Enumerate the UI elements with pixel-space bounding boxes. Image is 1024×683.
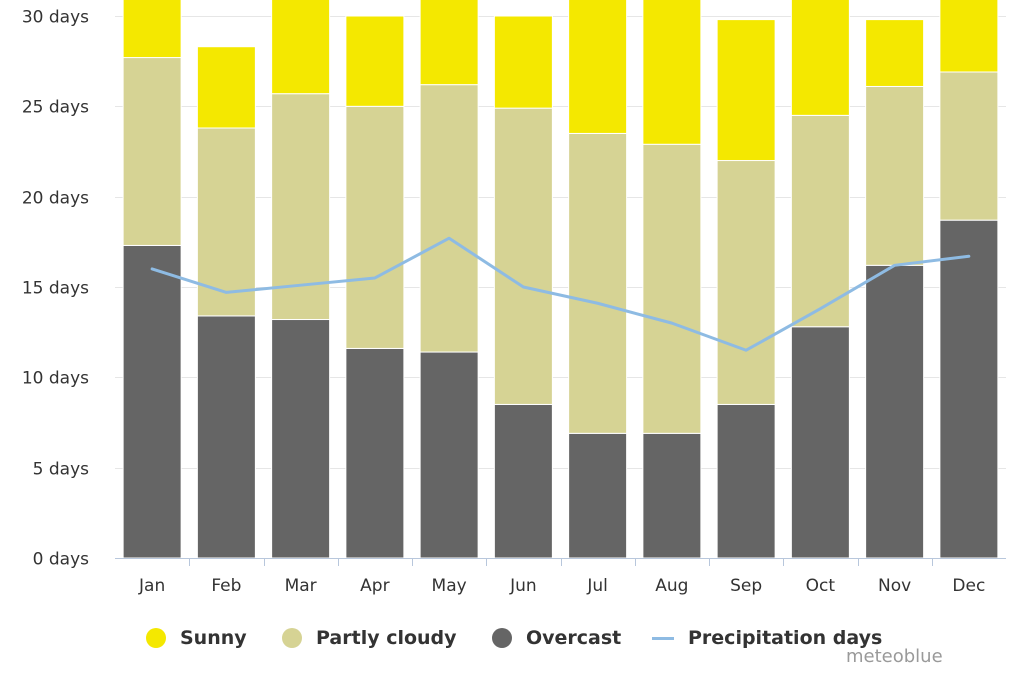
bar-partly-cloudy-jul[interactable]: [568, 132, 628, 434]
bar-overcast-oct[interactable]: [790, 326, 850, 559]
bar-partly-cloudy-nov[interactable]: [865, 85, 925, 266]
x-tick-label: May: [432, 576, 467, 596]
bar-sunny-aug[interactable]: [642, 0, 702, 145]
x-tick-label: Sep: [730, 576, 762, 596]
legend-label-precipitation-days: Precipitation days: [688, 627, 883, 649]
x-tick-label: Oct: [806, 576, 836, 596]
y-tick-label: 0 days: [33, 550, 89, 570]
bar-sunny-feb[interactable]: [196, 46, 256, 129]
bar-overcast-mar[interactable]: [271, 319, 331, 559]
legend-swatch-partly-cloudy: [282, 628, 302, 648]
x-axis-labels: Jan Feb Mar Apr May Jun Jul Aug Sep Oct Nov Dec: [138, 558, 985, 596]
bar-overcast-feb[interactable]: [196, 315, 256, 559]
chart: 0 days 5 days 10 days 15 days 20 days 25 days…: [22, 0, 1006, 596]
bar-overcast-jun[interactable]: [493, 403, 553, 559]
bar-partly-cloudy-aug[interactable]: [642, 143, 702, 434]
legend-label-partly-cloudy: Partly cloudy: [316, 627, 457, 649]
x-tick-label: Dec: [952, 576, 985, 596]
bar-sunny-apr[interactable]: [345, 15, 405, 107]
legend-swatch-precipitation-days: [652, 636, 674, 640]
bar-sunny-sep[interactable]: [716, 19, 776, 162]
y-tick-label: 20 days: [22, 189, 89, 209]
legend-item-sunny[interactable]: Sunny: [146, 620, 247, 656]
bar-sunny-jul[interactable]: [568, 0, 628, 134]
bar-overcast-jan[interactable]: [122, 244, 182, 559]
legend-item-precipitation-days[interactable]: Precipitation days: [652, 620, 882, 656]
bar-sunny-may[interactable]: [419, 0, 479, 86]
y-tick-label: 25 days: [22, 98, 89, 118]
credit-text[interactable]: meteoblue: [846, 646, 943, 667]
y-tick-label: 30 days: [22, 8, 89, 28]
precipitation-days-line[interactable]: [150, 236, 971, 352]
x-tick-label: Aug: [655, 576, 688, 596]
legend-item-overcast[interactable]: Overcast: [492, 620, 621, 656]
bars: [122, 0, 999, 559]
bar-sunny-oct[interactable]: [790, 0, 850, 116]
bar-partly-cloudy-may[interactable]: [419, 84, 479, 353]
bar-partly-cloudy-oct[interactable]: [790, 114, 850, 328]
bar-partly-cloudy-feb[interactable]: [196, 127, 256, 317]
y-tick-label: 15 days: [22, 279, 89, 299]
bar-partly-cloudy-jan[interactable]: [122, 57, 182, 246]
bar-overcast-sep[interactable]: [716, 403, 776, 559]
x-tick-label: Apr: [360, 576, 389, 596]
bar-partly-cloudy-apr[interactable]: [345, 105, 405, 349]
bar-partly-cloudy-jun[interactable]: [493, 107, 553, 405]
y-axis-labels: 0 days 5 days 10 days 15 days 20 days 25 days…: [22, 8, 89, 570]
bar-sunny-nov[interactable]: [865, 19, 925, 87]
bar-overcast-dec[interactable]: [939, 219, 999, 559]
x-tick-label: Jun: [509, 576, 537, 596]
legend: Sunny Partly cloudy Overcast Precipitati…: [0, 620, 1024, 656]
bar-sunny-jan[interactable]: [122, 0, 182, 59]
legend-swatch-sunny: [146, 628, 166, 648]
legend-label-sunny: Sunny: [180, 627, 247, 649]
x-tick-label: Jul: [586, 576, 608, 596]
legend-label-overcast: Overcast: [526, 627, 622, 649]
bar-partly-cloudy-dec[interactable]: [939, 71, 999, 221]
bar-sunny-dec[interactable]: [939, 0, 999, 73]
x-tick-label: Mar: [285, 576, 317, 596]
x-tick-label: Feb: [211, 576, 241, 596]
bar-sunny-jun[interactable]: [493, 15, 553, 109]
bar-overcast-jul[interactable]: [568, 432, 628, 559]
bar-overcast-apr[interactable]: [345, 347, 405, 559]
x-tick-label: Nov: [878, 576, 911, 596]
bar-overcast-aug[interactable]: [642, 432, 702, 559]
legend-item-partly-cloudy[interactable]: Partly cloudy: [282, 620, 457, 656]
precipitation-line-group: [150, 236, 971, 352]
bar-overcast-may[interactable]: [419, 351, 479, 559]
bar-sunny-mar[interactable]: [271, 0, 331, 95]
y-tick-label: 5 days: [33, 460, 89, 480]
x-tick-label: Jan: [138, 576, 165, 596]
y-tick-label: 10 days: [22, 369, 89, 389]
bar-partly-cloudy-sep[interactable]: [716, 160, 776, 405]
bar-overcast-nov[interactable]: [865, 264, 925, 559]
legend-swatch-overcast: [492, 628, 512, 648]
